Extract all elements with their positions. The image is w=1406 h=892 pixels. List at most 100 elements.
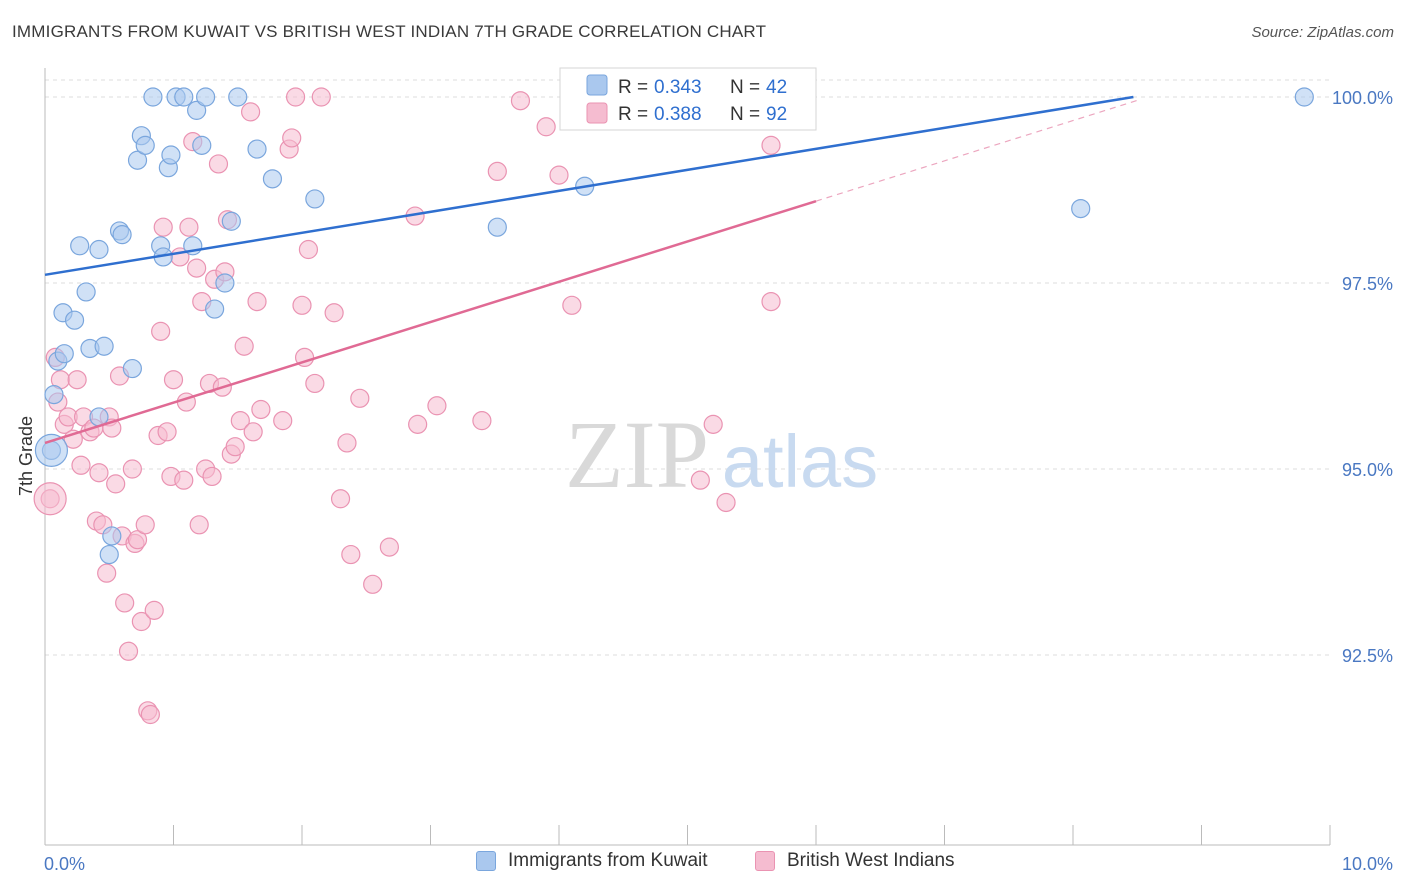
bwi-point[interactable]: [189, 515, 209, 535]
kuwait-point[interactable]: [247, 139, 267, 159]
bwi-point[interactable]: [487, 161, 507, 181]
kuwait-point[interactable]: [64, 310, 85, 330]
bwi-point[interactable]: [363, 574, 383, 594]
bwi-point[interactable]: [230, 411, 250, 431]
bwi-point[interactable]: [140, 704, 160, 725]
bwi-point[interactable]: [311, 87, 331, 107]
bwi-point[interactable]: [562, 295, 582, 315]
bwi-trend-extension: [815, 99, 1138, 202]
bwi-point[interactable]: [305, 373, 325, 394]
kuwait-point[interactable]: [262, 169, 283, 189]
bwi-point[interactable]: [106, 474, 126, 494]
bwi-point[interactable]: [97, 563, 117, 583]
bwi-point[interactable]: [71, 455, 91, 475]
bwi-point[interactable]: [285, 87, 306, 107]
kuwait-point[interactable]: [44, 385, 64, 405]
bwi-point[interactable]: [298, 239, 319, 260]
bwi-point[interactable]: [118, 641, 139, 661]
kuwait-point[interactable]: [174, 87, 194, 107]
bwi-point[interactable]: [115, 593, 135, 613]
bwi-point[interactable]: [337, 433, 357, 453]
kuwait-point[interactable]: [196, 87, 216, 107]
bwi-point[interactable]: [549, 165, 569, 185]
bwi-point[interactable]: [350, 388, 370, 408]
kuwait-point[interactable]: [135, 135, 155, 155]
legend-top-n-label-2: N =: [730, 104, 760, 125]
bwi-point[interactable]: [234, 336, 254, 356]
bwi-point[interactable]: [324, 303, 344, 323]
bwi-point[interactable]: [716, 492, 736, 513]
bwi-point[interactable]: [247, 292, 267, 312]
kuwait-point[interactable]: [221, 211, 241, 231]
bwi-point[interactable]: [690, 470, 710, 490]
bwi-point[interactable]: [330, 489, 351, 509]
kuwait-point[interactable]: [228, 87, 248, 107]
kuwait-point[interactable]: [487, 217, 507, 237]
bwi-point[interactable]: [179, 217, 199, 237]
kuwait-point[interactable]: [187, 100, 207, 120]
bwi-point[interactable]: [292, 295, 312, 315]
bwi-point[interactable]: [243, 422, 263, 442]
bwi-point[interactable]: [408, 414, 428, 434]
bwi-point[interactable]: [187, 258, 207, 278]
bwi-point[interactable]: [472, 411, 492, 431]
bwi-point[interactable]: [174, 470, 194, 490]
bwi-point[interactable]: [536, 117, 556, 137]
bwi-point[interactable]: [379, 537, 399, 557]
legend-swatch-bwi: [755, 851, 775, 871]
grid-layer: [45, 79, 1330, 656]
bwi-point[interactable]: [241, 102, 261, 122]
bwi-point[interactable]: [427, 396, 447, 416]
bwi-point[interactable]: [510, 91, 531, 111]
kuwait-point[interactable]: [205, 299, 225, 319]
bwi-point[interactable]: [127, 530, 148, 550]
legend-label-bwi: British West Indians: [787, 850, 955, 871]
legend-top: R = 0.343 N = 42 R = 0.388 N = 92: [559, 67, 817, 131]
bwi-point[interactable]: [761, 292, 781, 312]
bwi-point[interactable]: [251, 399, 271, 420]
bwi-point[interactable]: [282, 128, 302, 148]
y-tick-label: 92.5%: [1342, 646, 1393, 666]
kuwait-point[interactable]: [305, 189, 325, 209]
kuwait-point[interactable]: [143, 87, 163, 107]
legend-item-bwi[interactable]: British West Indians: [755, 850, 955, 872]
legend-top-r-value-2: 0.388: [654, 104, 702, 125]
bwi-point[interactable]: [208, 154, 229, 174]
kuwait-point[interactable]: [70, 236, 90, 256]
bwi-point[interactable]: [89, 463, 109, 483]
kuwait-point[interactable]: [76, 282, 96, 302]
bwi-point[interactable]: [151, 321, 171, 341]
kuwait-point[interactable]: [192, 135, 212, 155]
kuwait-point[interactable]: [1294, 87, 1314, 107]
bwi-point[interactable]: [131, 611, 151, 632]
bwi-point-large[interactable]: [33, 482, 67, 516]
kuwait-point[interactable]: [127, 150, 148, 170]
bwi-point[interactable]: [341, 544, 361, 565]
legend-swatch-kuwait: [476, 851, 496, 871]
kuwait-point-large[interactable]: [34, 433, 69, 467]
kuwait-point[interactable]: [215, 273, 235, 293]
bwi-point[interactable]: [153, 217, 173, 237]
kuwait-point[interactable]: [54, 344, 74, 364]
kuwait-point[interactable]: [161, 145, 181, 165]
trend-layer: [44, 95, 1138, 445]
bwi-point[interactable]: [135, 515, 155, 535]
bwi-point[interactable]: [273, 411, 293, 431]
bwi-point[interactable]: [761, 135, 781, 155]
kuwait-point[interactable]: [112, 225, 132, 245]
legend-item-kuwait[interactable]: Immigrants from Kuwait: [476, 850, 708, 872]
kuwait-point[interactable]: [1071, 199, 1091, 219]
kuwait-point[interactable]: [94, 336, 114, 356]
kuwait-point[interactable]: [122, 358, 142, 379]
bwi-point[interactable]: [67, 370, 87, 390]
bwi-point[interactable]: [157, 422, 177, 442]
kuwait-point[interactable]: [99, 544, 119, 565]
bwi-point[interactable]: [703, 414, 723, 434]
bwi-point[interactable]: [163, 370, 184, 390]
bwi-point[interactable]: [122, 459, 142, 479]
bwi-point[interactable]: [225, 437, 245, 457]
bwi-point[interactable]: [202, 466, 222, 487]
kuwait-point[interactable]: [89, 239, 109, 260]
kuwait-point[interactable]: [102, 526, 122, 546]
bwi-point[interactable]: [144, 600, 164, 620]
